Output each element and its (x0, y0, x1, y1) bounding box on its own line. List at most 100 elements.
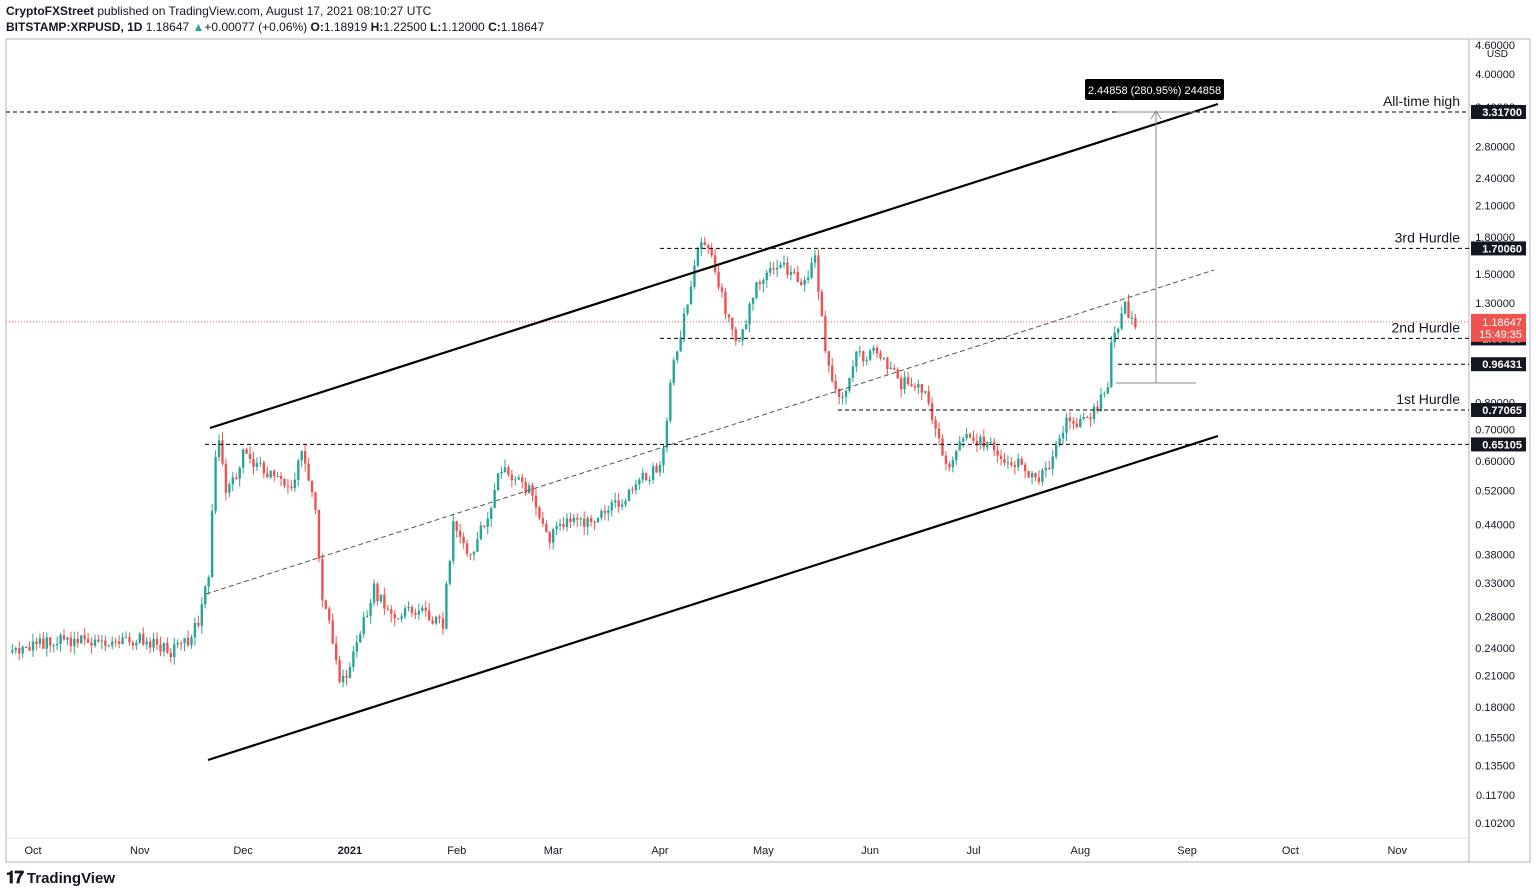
chart-frame (5, 38, 1531, 863)
price-tick-label: 0.44000 (1475, 519, 1515, 531)
candle-body (596, 517, 600, 523)
candle-body (235, 477, 238, 479)
candle-body (679, 337, 682, 352)
candle-body (438, 616, 441, 619)
candle-body (293, 479, 297, 489)
level-price-tag (1471, 357, 1526, 372)
symbol-label[interactable]: BITSTAMP:XRPUSD, 1D (6, 20, 143, 34)
candle-body (493, 489, 496, 509)
candle-body (989, 441, 992, 443)
candle-body (1017, 458, 1020, 467)
candle-body (162, 642, 166, 652)
candle-body (469, 553, 472, 555)
low-value: 1.12000 (441, 20, 485, 34)
countdown-text: 15:49:35 (1479, 329, 1522, 341)
candle-body (638, 479, 641, 485)
candle-body (83, 635, 86, 640)
candle-body (758, 282, 762, 285)
candle-body (352, 651, 355, 668)
candle-body (906, 377, 910, 385)
time-tick-label: Jul (966, 845, 980, 857)
last-price: 1.18647 (145, 20, 190, 34)
candle-body (975, 440, 979, 446)
candle-body (1079, 418, 1082, 427)
candle-body (903, 377, 906, 390)
candle-body (476, 539, 479, 552)
candle-body (66, 637, 69, 640)
candle-body (872, 347, 875, 351)
price-tick-label: 0.52000 (1475, 485, 1515, 497)
candle-body (713, 255, 717, 272)
candle-body (252, 458, 255, 467)
candle-body (930, 403, 934, 420)
candle-body (169, 652, 172, 658)
candle-body (1003, 458, 1006, 463)
candle-body (45, 637, 48, 649)
candle-body (314, 492, 317, 510)
price-tick-label: 1.50000 (1475, 269, 1515, 281)
candle-body (21, 646, 24, 654)
candle-body (97, 639, 100, 642)
candle-body (796, 271, 799, 282)
time-tick-label: Mar (544, 845, 563, 857)
time-tick-label: Nov (130, 845, 150, 857)
candle-body (448, 560, 452, 584)
candle-body (186, 638, 190, 646)
candle-body (1034, 473, 1037, 478)
close-value: 1.18647 (500, 20, 545, 34)
candle-body (496, 473, 500, 490)
candle-body (648, 479, 651, 481)
candle-body (755, 282, 758, 298)
candle-body (276, 476, 279, 478)
candle-body (589, 518, 593, 522)
time-axis[interactable]: Oct Nov Dec 2021 Feb Mar Apr May Jun Jul Aug Sep Oct… (24, 845, 1407, 857)
candle-body (517, 477, 520, 480)
candle-body (238, 467, 241, 479)
candle-body (331, 620, 334, 644)
candle-body (407, 606, 410, 609)
candle-body (920, 384, 924, 393)
candle-body (672, 360, 675, 383)
candle-body (200, 604, 204, 626)
candle-body (262, 462, 266, 474)
candle-body (207, 577, 210, 587)
candle-body (338, 660, 341, 683)
candle-body (1068, 417, 1072, 422)
candle-body (24, 646, 28, 648)
candle-body (283, 478, 286, 486)
candle-body (269, 470, 272, 478)
candle-body (410, 606, 414, 613)
candle-body (1106, 387, 1110, 394)
candle-body (210, 511, 214, 578)
price-tick-label: 0.33000 (1475, 578, 1515, 590)
candle-body (190, 637, 193, 646)
candle-body (579, 518, 582, 520)
time-tick-label: May (753, 845, 774, 857)
candle-body (558, 524, 562, 526)
candle-body (779, 264, 782, 268)
candle-body (731, 317, 734, 330)
candle-body (837, 389, 841, 398)
candle-body (183, 638, 186, 644)
publisher-name[interactable]: CryptoFXStreet (6, 4, 95, 18)
candle-body (689, 286, 693, 305)
level-price-text: 1.70060 (1482, 243, 1522, 255)
candle-body (810, 262, 813, 278)
candle-body (545, 523, 548, 533)
candle-body (111, 641, 114, 646)
tradingview-footer[interactable]: 𝟏𝟕 TradingView (6, 868, 115, 888)
candle-body (748, 303, 751, 325)
publish-line: CryptoFXStreet published on TradingView.… (6, 3, 544, 19)
candle-body (59, 635, 62, 644)
candle-body (620, 504, 624, 507)
candle-body (538, 507, 541, 519)
candle-body (562, 524, 565, 528)
candle-body (328, 608, 331, 621)
candle-body (431, 620, 434, 624)
candle-body (741, 328, 744, 341)
candle-body (86, 639, 90, 643)
candle-body (166, 642, 169, 653)
candle-body (414, 612, 417, 615)
candle-body (641, 473, 644, 480)
